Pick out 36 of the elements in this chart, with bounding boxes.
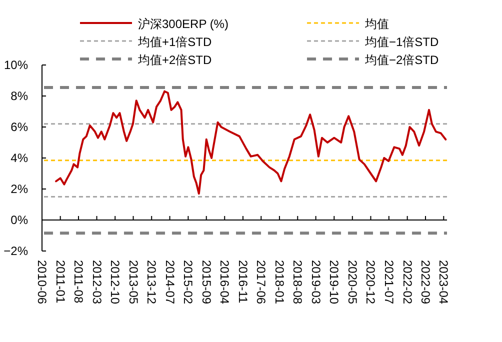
x-tick-label: 2022-09 bbox=[418, 260, 432, 304]
x-tick-label: 2015-09 bbox=[199, 260, 214, 304]
x-tick-label: 2012-10 bbox=[108, 260, 122, 304]
x-tick-label: 2013-12 bbox=[144, 260, 159, 304]
legend-label: 均值+2倍STD bbox=[137, 53, 212, 67]
legend-label: 均值+1倍STD bbox=[137, 35, 212, 49]
x-tick-label: 2013-05 bbox=[126, 260, 140, 304]
x-tick-label: 2020-05 bbox=[345, 260, 360, 304]
y-tick-label: 0% bbox=[10, 213, 28, 227]
legend-label: 均值 bbox=[364, 17, 389, 31]
x-tick-label: 2012-03 bbox=[90, 260, 104, 304]
x-tick-label: 2010-06 bbox=[35, 260, 49, 304]
x-tick-label: 2016-11 bbox=[236, 260, 250, 304]
x-tick-label: 2019-03 bbox=[308, 260, 323, 304]
x-tick-label: 2018-08 bbox=[290, 260, 305, 304]
x-tick-label: 2022-02 bbox=[400, 260, 414, 304]
x-tick-label: 2021-07 bbox=[382, 260, 396, 304]
legend-label: 沪深300ERP (%) bbox=[138, 17, 228, 31]
y-tick-label: 8% bbox=[10, 89, 28, 103]
y-tick-label: 6% bbox=[10, 120, 28, 134]
x-tick-label: 2017-06 bbox=[254, 260, 268, 304]
x-tick-label: 2019-10 bbox=[327, 260, 342, 304]
x-tick-label: 2014-07 bbox=[162, 260, 177, 304]
x-tick-label: 2011-08 bbox=[72, 260, 86, 304]
legend-label: 均值−1倍STD bbox=[364, 35, 440, 49]
x-tick-label: 2016-04 bbox=[218, 260, 232, 304]
y-tick-label: 10% bbox=[4, 58, 28, 72]
y-tick-label: 4% bbox=[10, 151, 28, 165]
legend-label: 均值−2倍STD bbox=[364, 53, 440, 67]
x-tick-label: 2023-04 bbox=[436, 260, 451, 304]
x-tick-label: 2018-01 bbox=[272, 260, 286, 304]
x-tick-label: 2011-01 bbox=[53, 260, 68, 304]
x-tick-label: 2020-12 bbox=[364, 260, 378, 304]
y-tick-label: −2% bbox=[4, 244, 28, 258]
y-tick-label: 2% bbox=[10, 182, 28, 196]
x-tick-label: 2015-02 bbox=[181, 260, 196, 304]
